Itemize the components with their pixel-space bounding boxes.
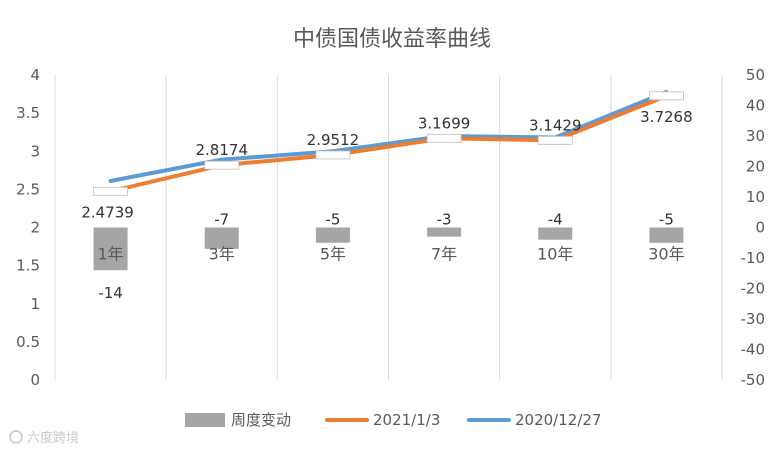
left-axis-tick-label: 3.5: [16, 104, 40, 122]
right-axis-tick-label: -40: [741, 341, 766, 359]
bar-series: [93, 227, 684, 271]
data-label-box: [649, 91, 684, 101]
series-line: [108, 93, 669, 194]
right-axis-tick-label: -30: [741, 310, 766, 328]
category-label: 30年: [648, 245, 684, 264]
category-label: 1年: [97, 245, 123, 264]
right-axis-tick-label: -50: [741, 371, 766, 389]
bar: [93, 227, 128, 271]
category-label: 7年: [431, 245, 457, 264]
legend-label: 2020/12/27: [515, 411, 601, 429]
watermark-logo-icon: [9, 430, 23, 444]
line-series: [108, 90, 669, 194]
line-data-label: 2.9512: [307, 131, 360, 149]
bar-data-label: -7: [214, 211, 229, 229]
category-label: 10年: [537, 245, 573, 264]
right-axis-tick-label: 10: [746, 188, 765, 206]
bar-data-label: -4: [548, 211, 563, 229]
legend: 周度变动 2021/1/3 2020/12/27: [185, 411, 601, 429]
left-axis-tick-label: 1: [30, 295, 40, 313]
right-axis: -50 -40 -30 -20 -10 0 10 20 30 40 50: [741, 66, 766, 389]
data-label-box: [93, 186, 128, 196]
right-axis-tick-label: -10: [741, 249, 766, 267]
bar: [204, 227, 239, 249]
right-axis-tick-label: 30: [746, 127, 765, 145]
series-line: [108, 90, 669, 183]
right-axis-tick-label: -20: [741, 280, 766, 298]
chart-title: 中债国债收益率曲线: [293, 27, 491, 52]
left-axis-tick-label: 2.5: [16, 180, 40, 198]
bar: [649, 227, 684, 243]
left-axis-tick-label: 0: [30, 371, 40, 389]
left-axis-tick-label: 3: [30, 142, 40, 160]
bar: [538, 227, 573, 240]
line-data-label: 2.8174: [196, 141, 249, 159]
right-axis-tick-label: 40: [746, 97, 765, 115]
bar: [427, 227, 462, 237]
line-data-label: 3.1699: [418, 114, 471, 132]
left-axis-tick-label: 4: [30, 66, 40, 84]
data-label-box: [537, 135, 573, 145]
watermark: 六度跨境: [9, 430, 79, 446]
bar-data-label: -14: [98, 284, 123, 302]
bar-data-label: -3: [437, 211, 452, 229]
data-label-box: [204, 160, 240, 170]
bar: [315, 227, 350, 243]
left-axis: 0 0.5 1 1.5 2 2.5 3 3.5 4: [16, 66, 40, 389]
right-axis-tick-label: 20: [746, 158, 765, 176]
right-axis-tick-label: 0: [755, 219, 765, 237]
left-axis-tick-label: 1.5: [16, 257, 40, 275]
bar-data-label: -5: [659, 211, 674, 229]
legend-label: 周度变动: [231, 411, 291, 429]
watermark-text: 六度跨境: [27, 430, 79, 446]
bar-data-label: -5: [325, 211, 340, 229]
right-axis-tick-label: 50: [746, 66, 765, 84]
left-axis-tick-label: 2: [30, 219, 40, 237]
line-data-label: 3.7268: [640, 108, 693, 126]
legend-label: 2021/1/3: [373, 411, 440, 429]
left-axis-tick-label: 0.5: [16, 333, 40, 351]
category-labels: 1年 3年 5年 7年 10年 30年: [97, 245, 684, 264]
category-label: 5年: [320, 245, 346, 264]
data-labels: -14 -7 -5 -3 -4 -5 2.4739 2.8174 2.9512 3.1699 3.1…: [81, 91, 693, 302]
data-label-box: [426, 133, 462, 143]
data-label-box: [315, 150, 351, 160]
legend-swatch: [185, 413, 225, 427]
grid: [54, 75, 723, 380]
line-data-label: 3.1429: [529, 116, 582, 134]
category-label: 3年: [209, 245, 235, 264]
line-data-label: 2.4739: [81, 203, 134, 221]
